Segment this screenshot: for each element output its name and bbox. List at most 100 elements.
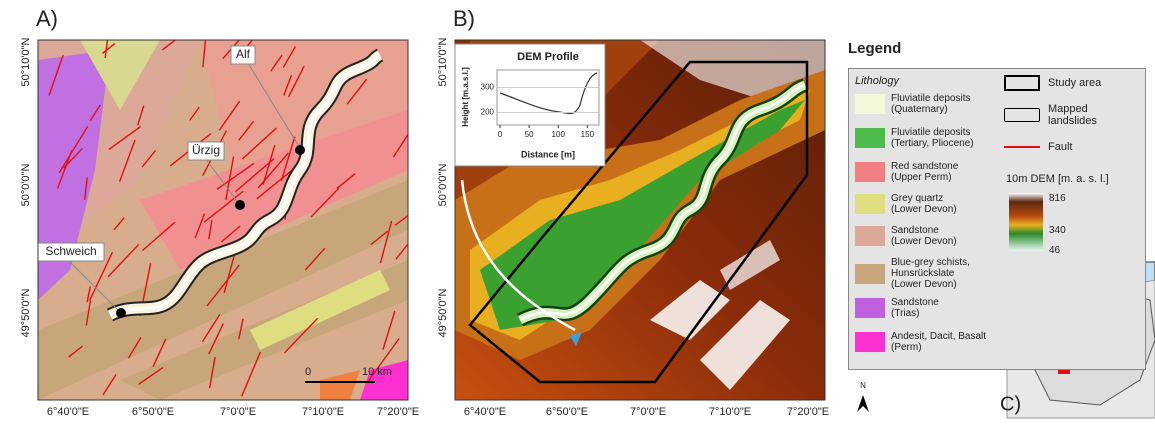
lon-label: 7°0'0"E — [630, 406, 666, 418]
legend-swatch — [855, 194, 885, 214]
lat-label: 49°50'0"N — [20, 288, 32, 337]
fault — [63, 148, 83, 169]
legend-title: Legend — [848, 40, 902, 57]
fault — [48, 54, 64, 96]
legend-lithology-item: Grey quartz (Lower Devon) — [855, 193, 1000, 215]
fault — [336, 173, 356, 189]
fault — [202, 40, 207, 68]
fault — [107, 243, 140, 278]
legend-text: Fluviatile deposits (Quaternary) — [891, 93, 970, 115]
legend-detail: (Lower Devon) — [891, 279, 957, 290]
fault — [141, 149, 157, 168]
fault — [137, 105, 145, 126]
legend: Legend Lithology Fluviatile deposits (Qua… — [848, 40, 1146, 370]
dem-ramp — [1009, 193, 1043, 251]
legend-swatch — [855, 263, 885, 284]
legend-detail: (Tertiary, Pliocene) — [891, 138, 974, 149]
fault — [138, 366, 164, 385]
legend-lithology-item: Red sandstone (Upper Perm) — [855, 161, 1000, 183]
fault — [208, 323, 224, 355]
legend-text: Andesit, Dacit, Basalt (Perm) — [891, 331, 986, 353]
legend-symbol-item: Study area — [1004, 75, 1128, 91]
dem-title: 10m DEM [m. a. s. l.] — [1006, 173, 1109, 185]
lithology-title: Lithology — [855, 75, 900, 87]
legend-swatch — [855, 162, 885, 182]
fault — [382, 310, 396, 350]
profile-title: DEM Profile — [517, 51, 579, 63]
profile-xtick: 50 — [525, 130, 534, 139]
fault — [152, 338, 167, 368]
fault — [225, 156, 235, 200]
profile-xtick: 0 — [498, 130, 503, 139]
fault — [141, 221, 176, 252]
legend-symbol-text: Mapped landslides — [1048, 103, 1097, 127]
legend-name: Blue-grey schists, Hunsrückslate — [891, 257, 970, 279]
fault — [241, 127, 277, 160]
panel-label: B) — [453, 6, 475, 31]
profile-x-label: Distance [m] — [521, 149, 575, 159]
north-arrow — [857, 395, 869, 412]
profile-ytick: 200 — [481, 108, 495, 117]
fault — [89, 104, 101, 121]
legend-lithology-item: Fluviatile deposits (Tertiary, Pliocene) — [855, 127, 1000, 149]
fault — [113, 217, 125, 231]
legend-symbol-item: Fault — [1004, 141, 1128, 153]
legend-detail: (Perm) — [891, 342, 922, 353]
fault — [201, 313, 221, 343]
legend-symbol-text: Study area — [1048, 77, 1102, 89]
lon-label: 7°10'0"E — [709, 406, 751, 418]
fault — [280, 136, 296, 182]
legend-swatch — [855, 226, 885, 246]
lon-label: 6°40'0"E — [464, 406, 506, 418]
legend-text: Fluviatile deposits (Tertiary, Pliocene) — [891, 127, 974, 149]
legend-text: Grey quartz (Lower Devon) — [891, 193, 957, 215]
legend-name: Sandstone — [891, 297, 939, 308]
fault — [161, 40, 177, 51]
legend-detail: (Trias) — [891, 308, 920, 319]
panel-label: A) — [36, 6, 58, 31]
legend-name: Fluviatile deposits — [891, 93, 971, 104]
fault — [189, 106, 200, 121]
fault — [395, 242, 408, 260]
fault — [83, 177, 88, 200]
fault — [218, 100, 241, 131]
scale-label: 0 — [305, 366, 311, 378]
fault — [282, 46, 297, 68]
fault — [203, 190, 244, 223]
dem-value: 340 — [1049, 225, 1066, 237]
legend-swatch — [855, 128, 885, 148]
profile-xtick: 100 — [552, 130, 566, 139]
legend-lithology-item: Sandstone (Trias) — [855, 297, 1000, 319]
fault — [108, 126, 141, 151]
fault — [379, 220, 393, 264]
fault — [304, 247, 326, 271]
legend-swatch — [855, 298, 885, 318]
fault — [208, 356, 216, 389]
fault — [270, 54, 283, 72]
geology-map — [38, 40, 408, 400]
legend-detail: (Lower Devon) — [891, 236, 957, 247]
place-label: Alf — [236, 47, 251, 61]
fault — [392, 133, 408, 158]
fault — [283, 317, 319, 354]
fault — [216, 162, 255, 190]
fault — [288, 65, 305, 98]
legend-lithology-item: Andesit, Dacit, Basalt (Perm) — [855, 331, 1000, 353]
fault — [101, 43, 116, 55]
lon-label: 7°0'0"E — [220, 406, 256, 418]
legend-swatch — [855, 94, 885, 114]
fault — [221, 225, 241, 243]
lat-label: 50°10'0"N — [20, 37, 32, 86]
legend-text: Sandstone (Lower Devon) — [891, 225, 957, 247]
fault — [118, 139, 136, 182]
fault — [104, 40, 109, 59]
lon-label: 6°50'0"E — [132, 406, 174, 418]
lat-label: 50°10'0"N — [437, 37, 449, 86]
lon-label: 6°40'0"E — [47, 406, 89, 418]
dem-value: 816 — [1049, 193, 1066, 204]
legend-swatch — [855, 332, 885, 352]
fault — [283, 74, 293, 96]
legend-text: Red sandstone (Upper Perm) — [891, 161, 958, 183]
profile-ytick: 300 — [481, 83, 495, 92]
